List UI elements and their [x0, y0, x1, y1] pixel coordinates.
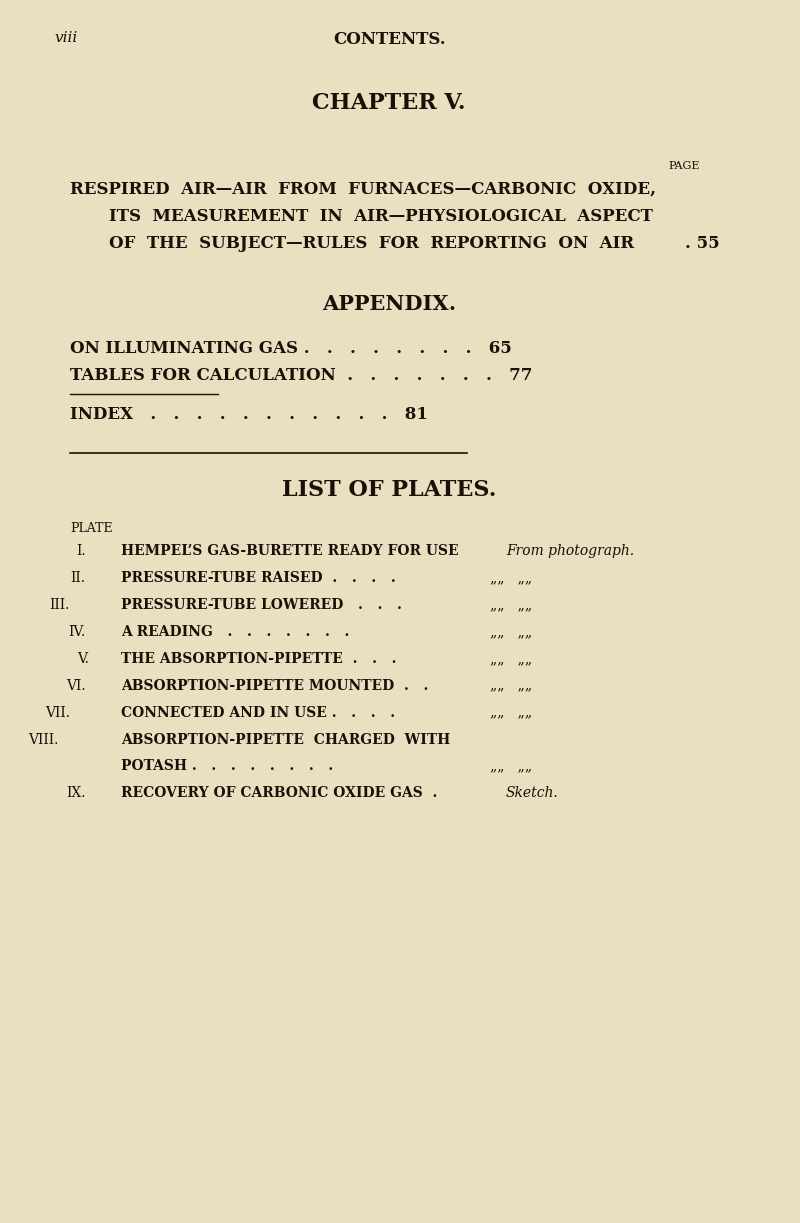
- Text: „„   „„: „„ „„: [490, 652, 532, 665]
- Text: I.: I.: [76, 544, 86, 558]
- Text: „„   „„: „„ „„: [490, 679, 532, 692]
- Text: THE ABSORPTION-PIPETTE  .   .   .: THE ABSORPTION-PIPETTE . . .: [121, 652, 410, 665]
- Text: APPENDIX.: APPENDIX.: [322, 294, 456, 313]
- Text: „„   „„: „„ „„: [490, 625, 532, 638]
- Text: ABSORPTION-PIPETTE  CHARGED  WITH: ABSORPTION-PIPETTE CHARGED WITH: [121, 733, 450, 746]
- Text: ABSORPTION-PIPETTE MOUNTED  .   .: ABSORPTION-PIPETTE MOUNTED . .: [121, 679, 438, 692]
- Text: V.: V.: [78, 652, 90, 665]
- Text: Sketch.: Sketch.: [506, 786, 558, 800]
- Text: CONTENTS.: CONTENTS.: [333, 31, 446, 48]
- Text: IV.: IV.: [68, 625, 86, 638]
- Text: HEMPEL’S GAS-BURETTE READY FOR USE: HEMPEL’S GAS-BURETTE READY FOR USE: [121, 544, 458, 558]
- Text: „„   „„: „„ „„: [490, 598, 532, 612]
- Text: From photograph.: From photograph.: [506, 544, 634, 558]
- Text: INDEX   .   .   .   .   .   .   .   .   .   .   .   81: INDEX . . . . . . . . . . . 81: [70, 406, 428, 423]
- Text: LIST OF PLATES.: LIST OF PLATES.: [282, 479, 496, 501]
- Text: ON ILLUMINATING GAS .   .   .   .   .   .   .   .   65: ON ILLUMINATING GAS . . . . . . . . 65: [70, 340, 512, 357]
- Text: PLATE: PLATE: [70, 522, 113, 536]
- Text: „„   „„: „„ „„: [490, 571, 532, 585]
- Text: A READING   .   .   .   .   .   .   .: A READING . . . . . . .: [121, 625, 349, 638]
- Text: CHAPTER V.: CHAPTER V.: [312, 92, 466, 114]
- Text: OF  THE  SUBJECT—RULES  FOR  REPORTING  ON  AIR: OF THE SUBJECT—RULES FOR REPORTING ON AI…: [109, 235, 634, 252]
- Text: TABLES FOR CALCULATION  .   .   .   .   .   .   .   77: TABLES FOR CALCULATION . . . . . . . 77: [70, 367, 533, 384]
- Text: III.: III.: [50, 598, 70, 612]
- Text: PRESSURE-TUBE LOWERED   .   .   .: PRESSURE-TUBE LOWERED . . .: [121, 598, 416, 612]
- Text: VI.: VI.: [66, 679, 86, 692]
- Text: IX.: IX.: [66, 786, 86, 800]
- Text: RECOVERY OF CARBONIC OXIDE GAS  .: RECOVERY OF CARBONIC OXIDE GAS .: [121, 786, 442, 800]
- Text: ITS  MEASUREMENT  IN  AIR—PHYSIOLOGICAL  ASPECT: ITS MEASUREMENT IN AIR—PHYSIOLOGICAL ASP…: [109, 208, 653, 225]
- Text: „„   „„: „„ „„: [490, 706, 532, 719]
- Text: PRESSURE-TUBE RAISED  .   .   .   .: PRESSURE-TUBE RAISED . . . .: [121, 571, 405, 585]
- Text: CONNECTED AND IN USE .   .   .   .: CONNECTED AND IN USE . . . .: [121, 706, 405, 719]
- Text: RESPIRED  AIR—AIR  FROM  FURNACES—CARBONIC  OXIDE,: RESPIRED AIR—AIR FROM FURNACES—CARBONIC …: [70, 181, 656, 198]
- Text: II.: II.: [70, 571, 86, 585]
- Text: . 55: . 55: [685, 235, 719, 252]
- Text: viii: viii: [54, 31, 78, 44]
- Text: VII.: VII.: [45, 706, 70, 719]
- Text: „„   „„: „„ „„: [490, 759, 532, 773]
- Text: PAGE: PAGE: [669, 161, 700, 171]
- Text: VIII.: VIII.: [28, 733, 58, 746]
- Text: POTASH .   .   .   .   .   .   .   .: POTASH . . . . . . . .: [121, 759, 342, 773]
